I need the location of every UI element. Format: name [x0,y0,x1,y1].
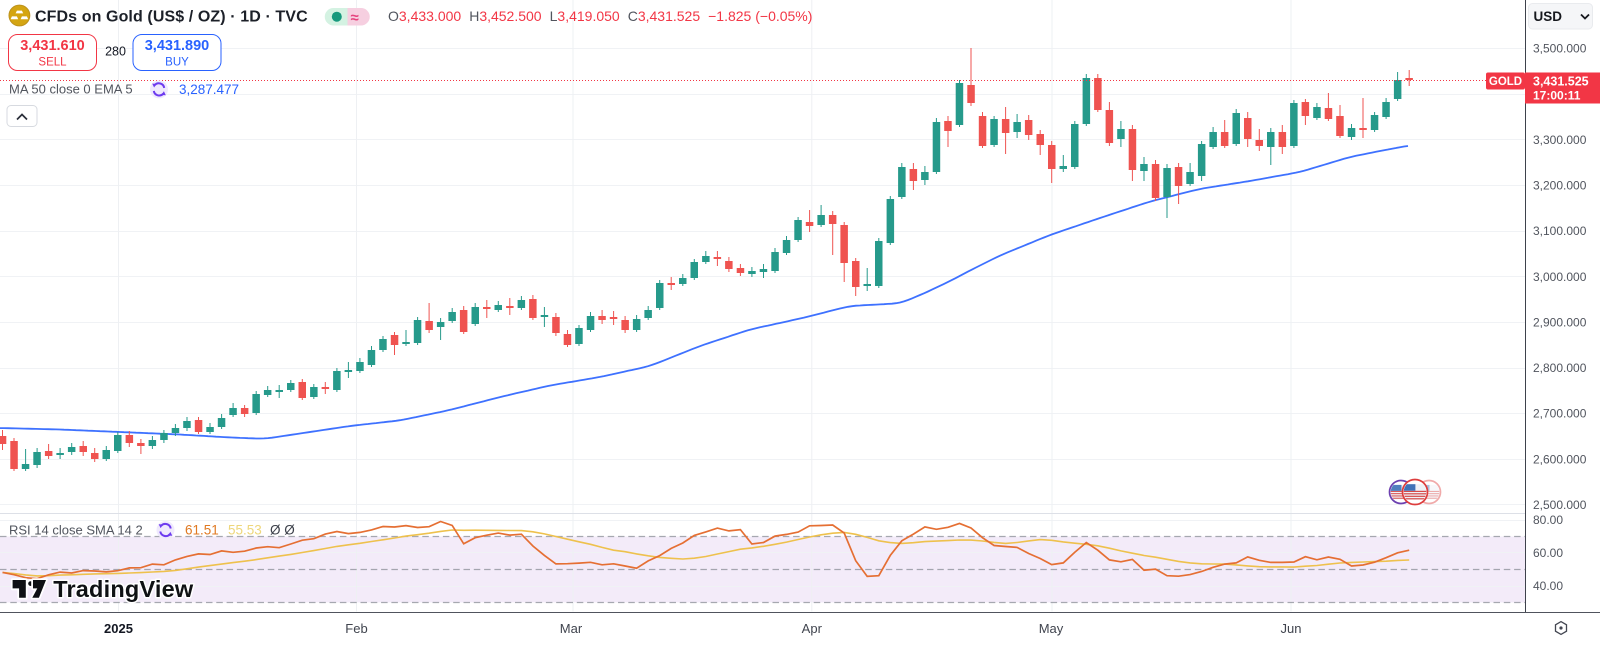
svg-text:Ø Ø: Ø Ø [270,523,295,538]
svg-text:2,600.000: 2,600.000 [1533,452,1587,466]
svg-text:Feb: Feb [345,621,367,636]
svg-text:MA 50 close 0 EMA 5: MA 50 close 0 EMA 5 [9,82,133,97]
svg-text:May: May [1039,621,1064,636]
svg-text:2,500.000: 2,500.000 [1533,498,1587,512]
svg-text:3,500.000: 3,500.000 [1533,42,1587,56]
svg-text:RSI 14 close SMA 14 2: RSI 14 close SMA 14 2 [9,523,143,538]
svg-text:3,431.890: 3,431.890 [145,38,210,54]
svg-text:60.00: 60.00 [1533,546,1563,560]
svg-text:2025: 2025 [104,621,133,636]
svg-text:2,900.000: 2,900.000 [1533,316,1587,330]
svg-text:80.00: 80.00 [1533,513,1563,527]
svg-text:61.51: 61.51 [185,523,219,538]
svg-text:3,200.000: 3,200.000 [1533,179,1587,193]
svg-text:2,700.000: 2,700.000 [1533,407,1587,421]
svg-text:55.53: 55.53 [228,523,262,538]
svg-text:≈: ≈ [351,10,359,27]
svg-text:CFDs on Gold (US$ / OZ) · 1D ·: CFDs on Gold (US$ / OZ) · 1D · TVC [35,9,308,26]
svg-text:17:00:11: 17:00:11 [1533,89,1581,103]
svg-text:3,300.000: 3,300.000 [1533,133,1587,147]
svg-text:GOLD: GOLD [1489,76,1522,88]
svg-text:3,000.000: 3,000.000 [1533,270,1587,284]
svg-text:3,431.610: 3,431.610 [20,38,85,54]
svg-text:3,100.000: 3,100.000 [1533,224,1587,238]
svg-text:SELL: SELL [38,57,67,69]
svg-text:3,431.525: 3,431.525 [1533,75,1589,89]
svg-text:BUY: BUY [165,57,189,69]
svg-text:3,287.477: 3,287.477 [179,82,239,97]
svg-text:40.00: 40.00 [1533,579,1563,593]
svg-text:Apr: Apr [802,621,823,636]
svg-text:280: 280 [105,45,126,59]
svg-text:TradingView: TradingView [53,576,194,602]
svg-text:USD: USD [1534,9,1563,24]
svg-text:Mar: Mar [560,621,583,636]
svg-text:2,800.000: 2,800.000 [1533,361,1587,375]
svg-text:Jun: Jun [1281,621,1302,636]
